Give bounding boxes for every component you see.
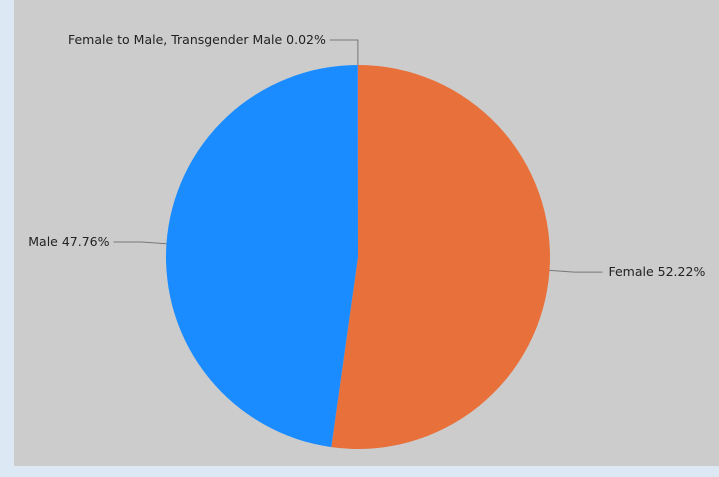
slice-value: 47.76% xyxy=(62,234,110,249)
slice-name: Female to Male, Transgender Male xyxy=(68,32,282,47)
slice-label: Male 47.76% xyxy=(28,234,109,249)
leader-line xyxy=(113,241,167,245)
slice-label: Female to Male, Transgender Male 0.02% xyxy=(68,32,326,47)
pie-slice xyxy=(165,65,358,448)
pie-slice xyxy=(331,65,550,449)
slice-name: Male xyxy=(28,234,58,249)
slice-label: Female 52.22% xyxy=(608,264,705,279)
leader-line xyxy=(329,39,359,66)
slice-value: 0.02% xyxy=(286,32,326,47)
slice-name: Female xyxy=(608,264,654,279)
leader-line xyxy=(549,269,603,273)
slice-value: 52.22% xyxy=(658,264,706,279)
